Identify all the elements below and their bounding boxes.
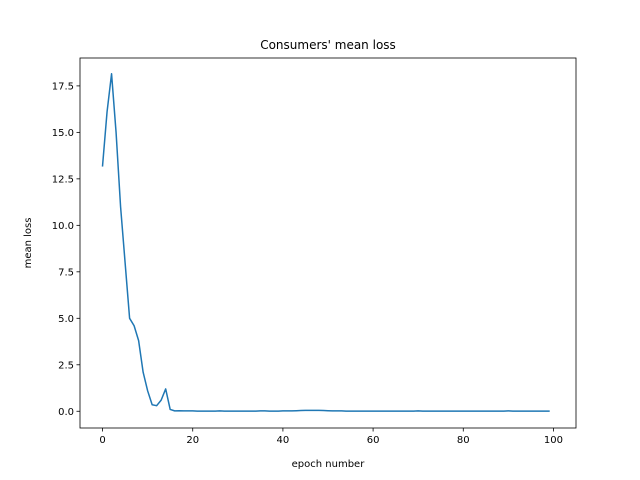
y-tick-label: 2.5	[58, 360, 74, 371]
y-axis-ticks: 0.0 2.5 5.0 7.5 10.0 12.5 15.0 17.5	[52, 81, 80, 418]
chart-title: Consumers' mean loss	[260, 38, 396, 52]
y-tick-label: 10.0	[52, 221, 74, 232]
y-tick-label: 17.5	[52, 81, 74, 92]
plot-area-frame	[79, 57, 577, 429]
x-axis-label: epoch number	[292, 459, 366, 470]
x-tick-label: 60	[367, 435, 380, 446]
x-tick-label: 20	[186, 435, 199, 446]
x-axis-ticks: 0 20 40 60 80 100	[99, 428, 563, 446]
x-tick-label: 40	[277, 435, 290, 446]
y-tick-label: 5.0	[58, 314, 74, 325]
y-tick-label: 7.5	[58, 267, 74, 278]
y-tick-label: 15.0	[52, 128, 74, 139]
y-tick-label: 0.0	[58, 407, 74, 418]
x-tick-label: 80	[457, 435, 470, 446]
y-tick-label: 12.5	[52, 174, 74, 185]
x-tick-label: 0	[99, 435, 105, 446]
mean-loss-line	[101, 73, 550, 412]
y-axis-label: mean loss	[23, 218, 34, 269]
x-tick-label: 100	[544, 435, 563, 446]
